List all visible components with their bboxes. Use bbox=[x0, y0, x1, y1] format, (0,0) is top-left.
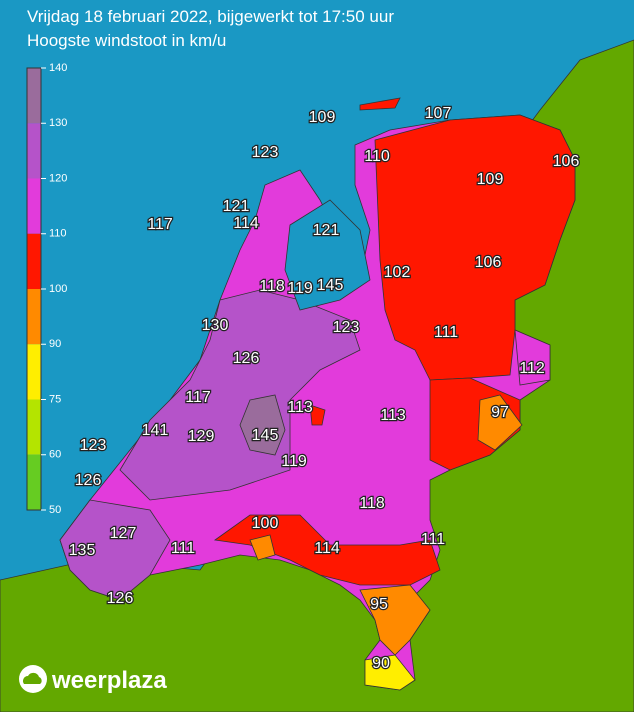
region bbox=[309, 404, 326, 426]
station-value: 112 bbox=[519, 360, 545, 377]
legend-label: 120 bbox=[49, 172, 67, 184]
station-value: 126 bbox=[75, 472, 102, 489]
legend-band bbox=[27, 233, 41, 289]
station-value: 127 bbox=[110, 525, 137, 542]
station-value: 106 bbox=[475, 254, 502, 271]
legend-label: 50 bbox=[49, 504, 61, 516]
station-value: 119 bbox=[281, 453, 307, 470]
station-value: 119 bbox=[287, 280, 313, 297]
station-value: 123 bbox=[333, 319, 360, 336]
logo-cloud bbox=[22, 672, 42, 684]
station-value: 121 bbox=[313, 222, 340, 239]
logo: weerplaza bbox=[51, 667, 167, 694]
station-value: 111 bbox=[171, 540, 195, 557]
legend-label: 60 bbox=[49, 449, 61, 461]
station-value: 135 bbox=[69, 542, 96, 559]
station-value: 111 bbox=[434, 324, 458, 341]
legend-label: 75 bbox=[49, 393, 61, 405]
station-value: 121 bbox=[223, 198, 250, 215]
station-value: 126 bbox=[107, 590, 134, 607]
region bbox=[213, 514, 441, 586]
station-value: 97 bbox=[491, 404, 509, 421]
legend-label: 140 bbox=[49, 62, 67, 74]
station-value: 113 bbox=[380, 407, 406, 424]
legend-band bbox=[27, 454, 41, 510]
legend-band bbox=[27, 399, 41, 455]
legend-label: 130 bbox=[49, 117, 67, 129]
region bbox=[239, 394, 286, 456]
subtitle: Hoogste windstoot in km/u bbox=[27, 31, 226, 50]
region bbox=[119, 289, 361, 501]
region bbox=[514, 329, 551, 386]
station-value: 145 bbox=[252, 427, 279, 444]
region bbox=[364, 654, 416, 691]
region bbox=[374, 114, 576, 381]
station-value: 126 bbox=[233, 350, 260, 367]
station-value: 123 bbox=[252, 144, 279, 161]
station-value: 100 bbox=[252, 515, 279, 532]
station-value: 130 bbox=[202, 317, 229, 334]
legend-band bbox=[27, 178, 41, 234]
legend-band bbox=[27, 289, 41, 345]
station-value: 141 bbox=[142, 422, 169, 439]
station-value: 117 bbox=[147, 216, 173, 233]
station-value: 106 bbox=[553, 153, 580, 170]
station-value: 110 bbox=[364, 148, 390, 165]
station-value: 109 bbox=[477, 171, 504, 188]
station-value: 107 bbox=[425, 105, 452, 122]
station-value: 114 bbox=[233, 215, 259, 232]
station-value: 118 bbox=[259, 278, 285, 295]
region bbox=[59, 499, 171, 601]
station-value: 117 bbox=[185, 389, 211, 406]
legend-band bbox=[27, 68, 41, 124]
region bbox=[359, 584, 431, 656]
station-value: 109 bbox=[309, 109, 336, 126]
station-value: 111 bbox=[421, 531, 445, 548]
station-value: 102 bbox=[384, 264, 411, 281]
station-value: 90 bbox=[372, 655, 390, 672]
region bbox=[249, 534, 276, 561]
station-value: 123 bbox=[80, 437, 107, 454]
station-value: 129 bbox=[188, 428, 215, 445]
legend-label: 110 bbox=[49, 228, 67, 240]
region bbox=[477, 394, 523, 451]
station-value: 113 bbox=[287, 399, 313, 416]
station-value: 118 bbox=[359, 495, 385, 512]
region bbox=[284, 199, 371, 311]
station-value: 114 bbox=[314, 540, 340, 557]
station-value: 95 bbox=[370, 596, 388, 613]
region bbox=[359, 97, 401, 111]
legend-band bbox=[27, 123, 41, 179]
title: Vrijdag 18 februari 2022, bijgewerkt tot… bbox=[27, 7, 394, 26]
station-value: 145 bbox=[317, 277, 344, 294]
legend-label: 90 bbox=[49, 338, 61, 350]
legend-label: 100 bbox=[49, 283, 67, 295]
legend-band bbox=[27, 344, 41, 400]
